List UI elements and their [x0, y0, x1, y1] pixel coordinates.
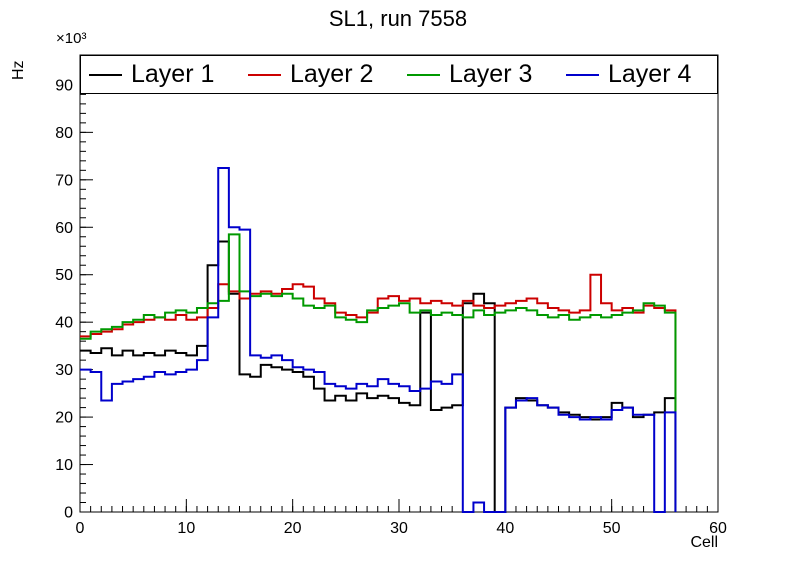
legend: Layer 1 Layer 2 Layer 3 Layer 4: [80, 55, 718, 94]
y-axis-tick-label: 90: [55, 77, 73, 94]
legend-line-swatch-layer-1: [89, 73, 122, 76]
legend-entry-layer-2: Layer 2: [240, 60, 399, 89]
series-path-layer-1: [80, 240, 677, 513]
y-axis-tick-label: 0: [64, 505, 73, 522]
legend-label: Layer 1: [131, 60, 215, 88]
y-axis-tick-label: 20: [55, 410, 73, 427]
legend-line-swatch-layer-4: [566, 73, 599, 76]
y-axis-exponent-label: ×10³: [56, 30, 87, 47]
legend-entry-layer-3: Layer 3: [399, 60, 558, 89]
legend-label: Layer 2: [290, 60, 374, 88]
x-axis-tick-label: 20: [284, 520, 302, 537]
x-axis-tick-label: 10: [177, 520, 195, 537]
x-axis-tick-label: 60: [709, 520, 727, 537]
x-axis-tick-label: 50: [603, 520, 621, 537]
series-path-layer-4: [80, 166, 677, 513]
x-axis-title: Cell: [690, 534, 718, 551]
legend-entry-layer-4: Layer 4: [558, 60, 717, 89]
legend-line-swatch-layer-3: [407, 73, 440, 76]
legend-entry-layer-1: Layer 1: [81, 60, 240, 89]
y-axis-tick-label: 40: [55, 315, 73, 332]
series-path-layer-2: [80, 273, 677, 512]
legend-line-swatch-layer-2: [248, 73, 281, 76]
legend-label: Layer 3: [449, 60, 533, 88]
x-axis-tick-label: 30: [390, 520, 408, 537]
y-axis-tick-label: 80: [55, 125, 73, 142]
y-axis-tick-label: 30: [55, 362, 73, 379]
series-path-layer-3: [80, 233, 677, 512]
chart-title: SL1, run 7558: [328, 6, 468, 31]
y-axis-tick-label: 10: [55, 457, 73, 474]
x-axis-tick-label: 0: [76, 520, 85, 537]
y-axis-tick-label: 70: [55, 172, 73, 189]
legend-label: Layer 4: [608, 60, 692, 88]
y-axis-tick-label: 60: [55, 220, 73, 237]
plot-frame: [79, 54, 719, 513]
y-axis-tick-label: 50: [55, 267, 73, 284]
x-axis-tick-label: 40: [496, 520, 514, 537]
